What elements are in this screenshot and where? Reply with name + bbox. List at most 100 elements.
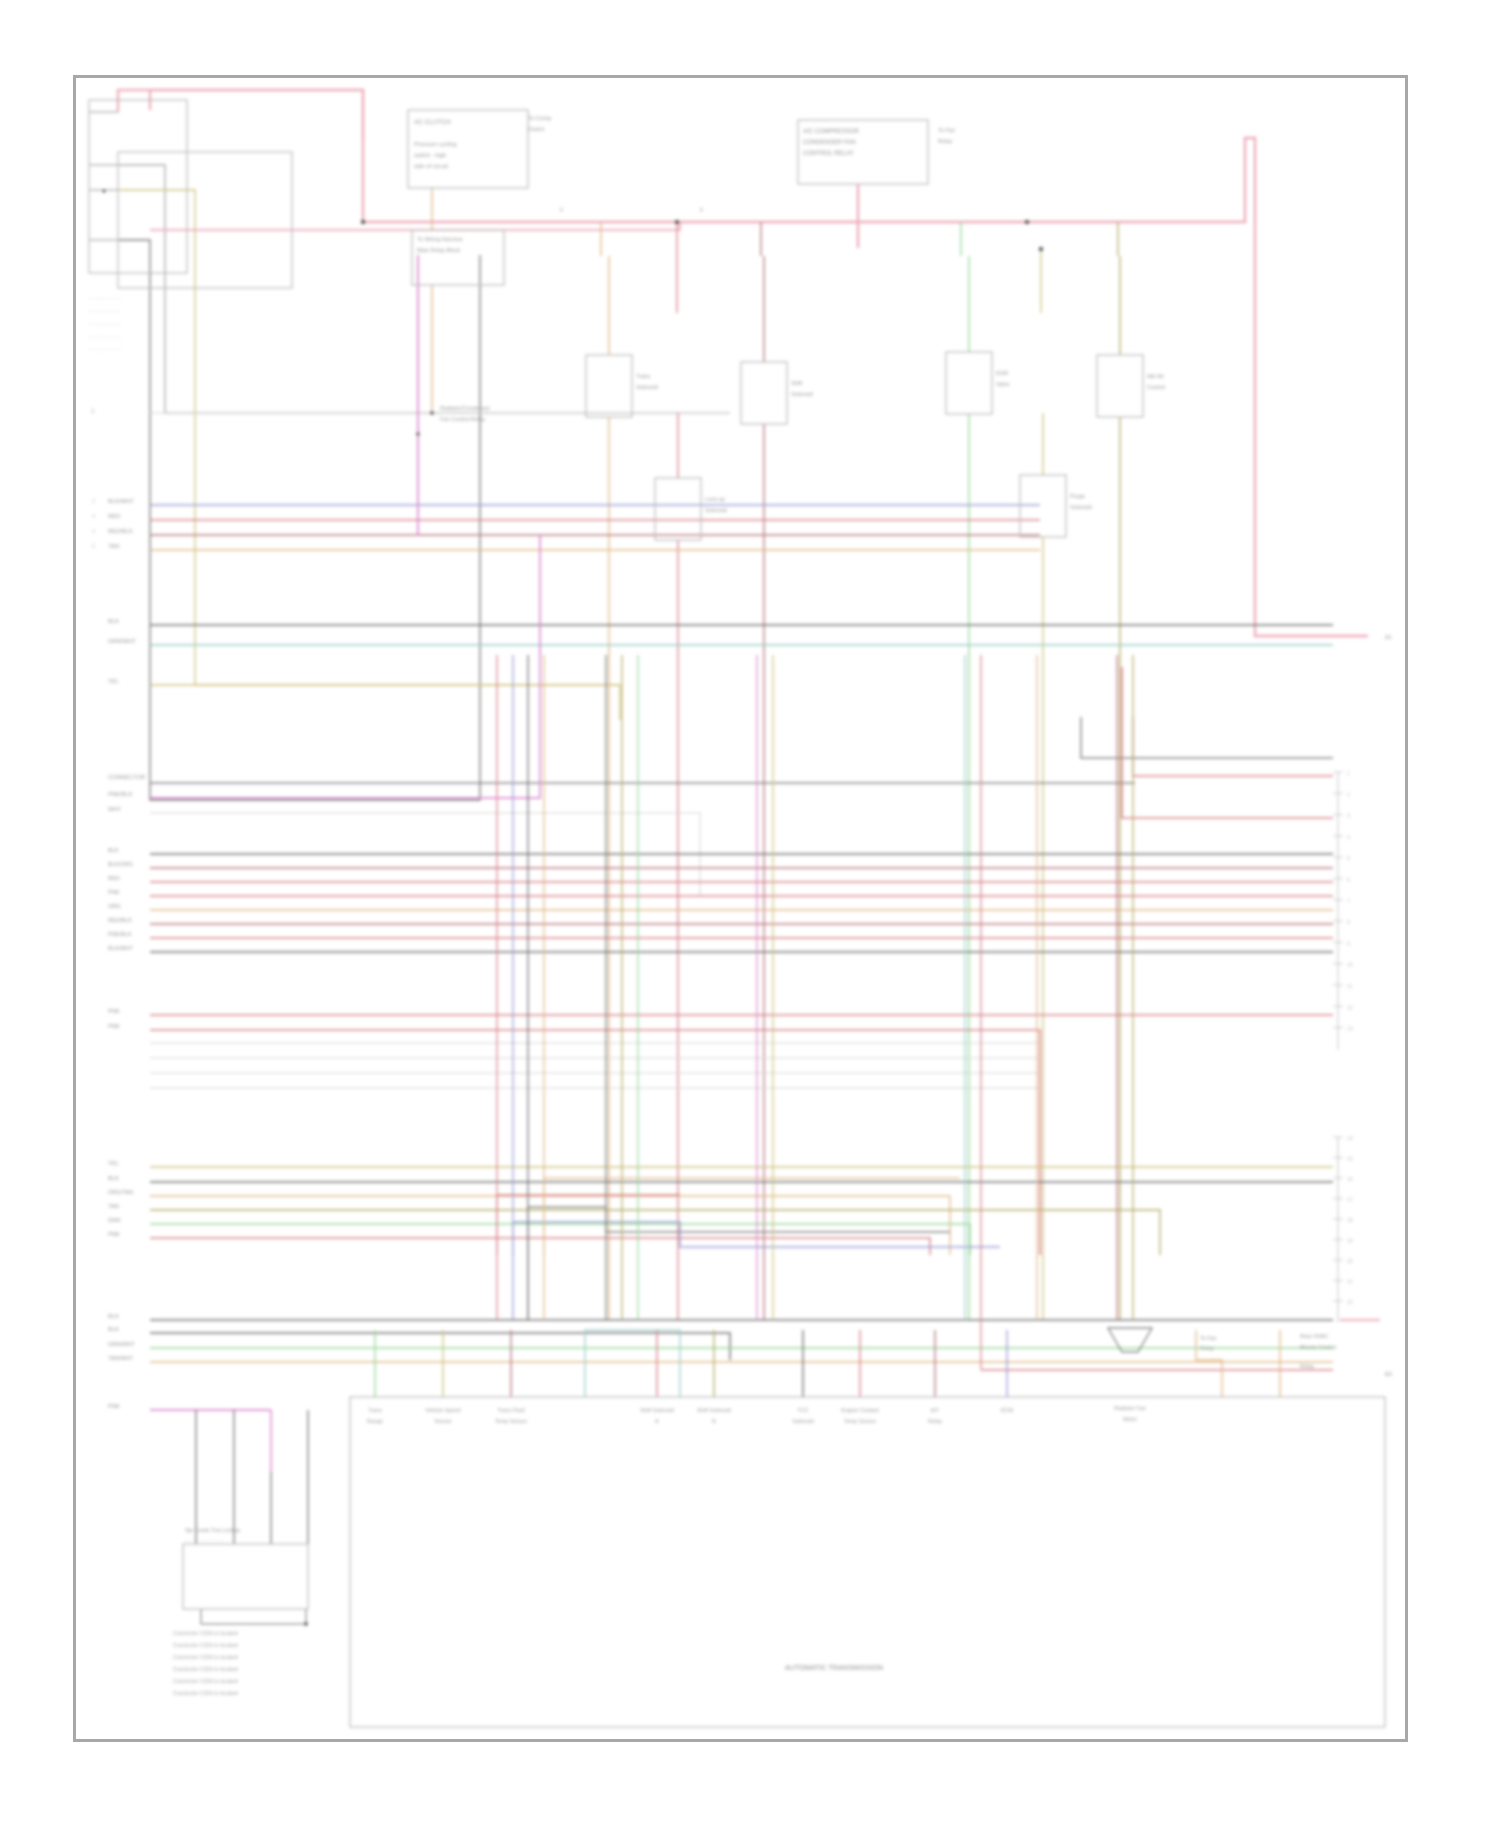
svg-text:Connector C203 is located: Connector C203 is located [173,1631,238,1637]
svg-text:20: 20 [1347,1259,1353,1265]
svg-text:2: 2 [1347,792,1350,798]
svg-text:F: F [700,208,704,214]
svg-text:3: 3 [92,514,95,520]
svg-text:Motor: Motor [1123,1417,1137,1423]
svg-text:19: 19 [1347,1239,1353,1245]
svg-text:- - - - - - - - - - - - -: - - - - - - - - - - - - - [185,1538,224,1544]
svg-text:Trans: Trans [368,1408,382,1414]
svg-text:AC CLUTCH: AC CLUTCH [414,119,451,126]
svg-text:Sensor: Sensor [434,1419,452,1425]
svg-text:BLK: BLK [108,1327,119,1333]
svg-text:Range: Range [367,1419,383,1425]
svg-text:18: 18 [1347,1218,1353,1224]
svg-text:CONDENSER FAN: CONDENSER FAN [803,139,855,146]
svg-text:- - - - - - - - -: - - - - - - - - - [89,309,120,315]
svg-text:Radiator Fan: Radiator Fan [1114,1406,1146,1412]
svg-text:15: 15 [1347,1157,1353,1163]
svg-text:To Wiring Harness: To Wiring Harness [417,237,463,243]
svg-text:Solenoid: Solenoid [705,508,727,514]
svg-text:A/C COMPRESSOR: A/C COMPRESSOR [803,128,859,135]
svg-text:TAN: TAN [108,1204,119,1210]
svg-text:6: 6 [1347,878,1350,884]
svg-text:RED/BLK: RED/BLK [108,918,132,924]
svg-text:YEL: YEL [108,1161,120,1167]
svg-text:Idle Air: Idle Air [1147,374,1164,380]
svg-text:13: 13 [1347,1027,1353,1033]
svg-text:Connector C203 is located: Connector C203 is located [173,1643,238,1649]
svg-text:CONTROL RELAY: CONTROL RELAY [803,150,854,157]
svg-text:B: B [712,1419,716,1425]
svg-text:BLK/ORG: BLK/ORG [108,862,133,868]
svg-text:PNK: PNK [108,1404,120,1410]
svg-text:4: 4 [1347,835,1350,841]
svg-text:PNK: PNK [108,1024,120,1030]
svg-text:Spr Crank Trns Lockup: Spr Crank Trns Lockup [185,1528,240,1534]
svg-text:12: 12 [1347,1005,1353,1011]
svg-text:WHT: WHT [108,807,122,813]
svg-text:Blower Control: Blower Control [1300,1345,1336,1351]
svg-text:BLK: BLK [108,1176,119,1182]
svg-text:PNK/BLK: PNK/BLK [108,932,132,938]
svg-text:Control: Control [1147,385,1165,391]
svg-text:14: 14 [1347,1136,1353,1142]
svg-text:GRN/WHT: GRN/WHT [108,639,136,645]
svg-text:- - - - - - - - -: - - - - - - - - - [89,296,120,302]
svg-text:Engine Coolant: Engine Coolant [841,1408,879,1414]
svg-text:Vehicle Speed: Vehicle Speed [425,1408,460,1414]
svg-text:YEL: YEL [108,679,120,685]
svg-text:Valve: Valve [996,382,1010,388]
svg-text:Shift Solenoid: Shift Solenoid [640,1408,674,1414]
svg-text:Shift Solenoid: Shift Solenoid [697,1408,731,1414]
svg-text:Solenoid: Solenoid [1070,505,1092,511]
svg-text:Temp Sensor: Temp Sensor [844,1419,877,1425]
svg-text:7: 7 [1347,899,1350,905]
svg-text:Connector C203 is located: Connector C203 is located [173,1667,238,1673]
svg-text:RED: RED [108,876,120,882]
svg-text:Connector C203 is located: Connector C203 is located [173,1679,238,1685]
svg-text:BLK: BLK [108,619,119,625]
svg-text:Relay: Relay [928,1419,942,1425]
svg-text:Relay: Relay [1300,1364,1314,1370]
svg-text:3: 3 [1347,814,1350,820]
svg-text:CONNECTOR: CONNECTOR [108,775,145,781]
svg-text:Clutch: Clutch [528,127,544,133]
svg-text:BLK: BLK [108,848,119,854]
svg-text:A1: A1 [1385,635,1392,641]
svg-text:To Comp: To Comp [528,116,551,122]
svg-text:F: F [560,208,564,214]
svg-text:17: 17 [1347,1198,1353,1204]
svg-text:10: 10 [1347,963,1353,969]
svg-text:5: 5 [92,544,95,550]
svg-text:TAN/WHT: TAN/WHT [108,1356,134,1362]
svg-text:Temp Sensor: Temp Sensor [495,1419,528,1425]
svg-text:Relay: Relay [938,139,953,145]
svg-text:ECM: ECM [1001,1408,1014,1414]
svg-text:BLK/WHT: BLK/WHT [108,946,133,952]
svg-text:Main Relay Block: Main Relay Block [417,248,460,254]
svg-text:Radiator/Condenser: Radiator/Condenser [440,406,490,412]
svg-text:- - - - - - - - -: - - - - - - - - - [89,335,120,341]
svg-text:RED: RED [108,514,120,520]
svg-text:Solenoid: Solenoid [792,1419,813,1425]
svg-text:TAN: TAN [108,544,119,550]
svg-text:21: 21 [1347,1280,1353,1286]
svg-text:1: 1 [1347,771,1350,777]
svg-text:PNK: PNK [108,1232,120,1238]
svg-text:1: 1 [91,408,95,415]
svg-text:5: 5 [1347,856,1350,862]
svg-text:AUTOMATIC TRANSMISSION: AUTOMATIC TRANSMISSION [785,1663,883,1672]
svg-text:- - - - - - - - -: - - - - - - - - - [89,322,120,328]
svg-text:TCC: TCC [797,1408,808,1414]
svg-text:A/T: A/T [931,1408,940,1414]
svg-text:8: 8 [1347,920,1350,926]
svg-text:22: 22 [1347,1300,1353,1306]
svg-text:EGR: EGR [996,371,1008,377]
svg-text:Rear HVAC: Rear HVAC [1300,1334,1328,1340]
svg-text:Connector C203 is located: Connector C203 is located [173,1691,238,1697]
svg-text:RED/BLK: RED/BLK [108,529,133,535]
svg-text:ORG/TAN: ORG/TAN [108,1190,133,1196]
svg-text:Lock-up: Lock-up [705,497,725,503]
svg-text:PNK: PNK [108,1009,120,1015]
svg-text:- - - - - - - - -: - - - - - - - - - [89,347,120,353]
svg-text:Trans: Trans [636,374,650,380]
